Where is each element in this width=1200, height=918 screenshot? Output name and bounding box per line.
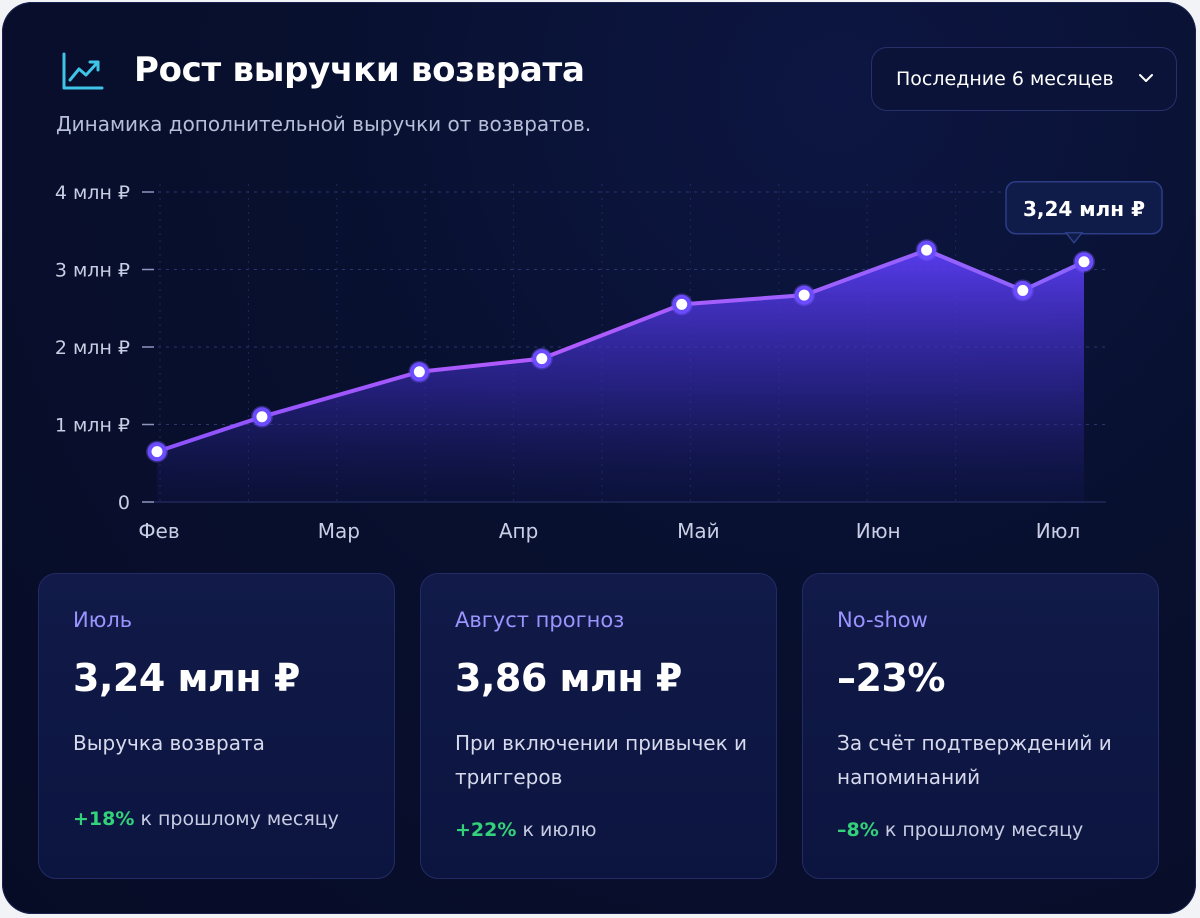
stat-change-value: +18% <box>73 808 135 830</box>
series-points <box>146 239 1095 463</box>
stat-change-value: –8% <box>837 819 879 841</box>
stat-value: –23% <box>837 656 945 700</box>
axis-ticks: 0 1 млн ₽ 2 млн ₽ 3 млн ₽ 4 млн ₽ Фев Мар Апр Ма… <box>55 182 1080 543</box>
trending-up-icon <box>62 52 104 90</box>
chevron-down-icon <box>1139 74 1153 82</box>
data-point <box>1013 280 1033 300</box>
y-tick-label: 1 млн ₽ <box>55 415 130 437</box>
stat-value: 3,86 млн ₽ <box>455 656 682 700</box>
stat-description: Выручка возврата <box>73 731 265 755</box>
x-tick-label: Май <box>677 519 720 543</box>
data-point <box>252 407 272 427</box>
stat-card-august-forecast: Август прогноз 3,86 млн ₽ При включении … <box>420 573 777 879</box>
tooltip-arrow <box>1064 232 1084 244</box>
x-tick-label: Фев <box>138 519 179 543</box>
stat-description: При включении привычек и триггеров <box>455 731 748 789</box>
data-point <box>409 362 429 382</box>
stat-change: +22% к июлю <box>455 819 596 841</box>
stat-change: +18% к прошлому месяцу <box>73 808 339 830</box>
stat-label: Июль <box>73 608 133 632</box>
stat-change-text: к июлю <box>522 819 597 841</box>
stat-change: –8% к прошлому месяцу <box>837 819 1083 841</box>
data-point <box>794 285 814 305</box>
stat-change-value: +22% <box>455 819 517 841</box>
page-subtitle: Динамика дополнительной выручки от возвр… <box>56 112 592 136</box>
period-dropdown[interactable]: Последние 6 месяцев <box>871 47 1177 111</box>
x-tick-label: Мар <box>318 519 360 543</box>
y-tick-label: 0 <box>118 492 130 514</box>
data-point <box>532 349 552 369</box>
stat-change-text: к прошлому месяцу <box>140 808 339 830</box>
series-area <box>157 250 1084 502</box>
stat-change-text: к прошлому месяцу <box>884 819 1084 841</box>
y-tick-label: 3 млн ₽ <box>55 260 130 282</box>
stat-description: За счёт подтверждений и напоминаний <box>837 731 1112 789</box>
stat-label: Август прогноз <box>455 608 625 632</box>
data-point <box>147 442 167 462</box>
revenue-chart: 0 1 млн ₽ 2 млн ₽ 3 млн ₽ 4 млн ₽ Фев Мар Апр Ма… <box>55 181 1163 543</box>
x-tick-label: Апр <box>499 519 538 543</box>
stat-card-july: Июль 3,24 млн ₽ Выручка возврата +18% к … <box>38 573 395 879</box>
tooltip-box <box>1005 181 1163 235</box>
period-dropdown-value: Последние 6 месяцев <box>896 68 1114 90</box>
y-tick-label: 2 млн ₽ <box>55 337 130 359</box>
page-title: Рост выручки возврата <box>134 50 585 90</box>
stat-label: No-show <box>837 608 928 632</box>
stat-value: 3,24 млн ₽ <box>73 656 300 700</box>
y-tick-label: 4 млн ₽ <box>55 182 130 204</box>
x-tick-label: Июл <box>1036 519 1081 543</box>
value-tooltip: 3,24 млн ₽ <box>1005 181 1163 244</box>
x-tick-label: Июн <box>856 519 901 543</box>
data-point <box>1074 252 1094 272</box>
tooltip-label: 3,24 млн ₽ <box>1023 197 1145 221</box>
stat-card-no-show: No-show –23% За счёт подтверждений и нап… <box>802 573 1159 879</box>
data-point <box>672 294 692 314</box>
data-point <box>917 240 937 260</box>
